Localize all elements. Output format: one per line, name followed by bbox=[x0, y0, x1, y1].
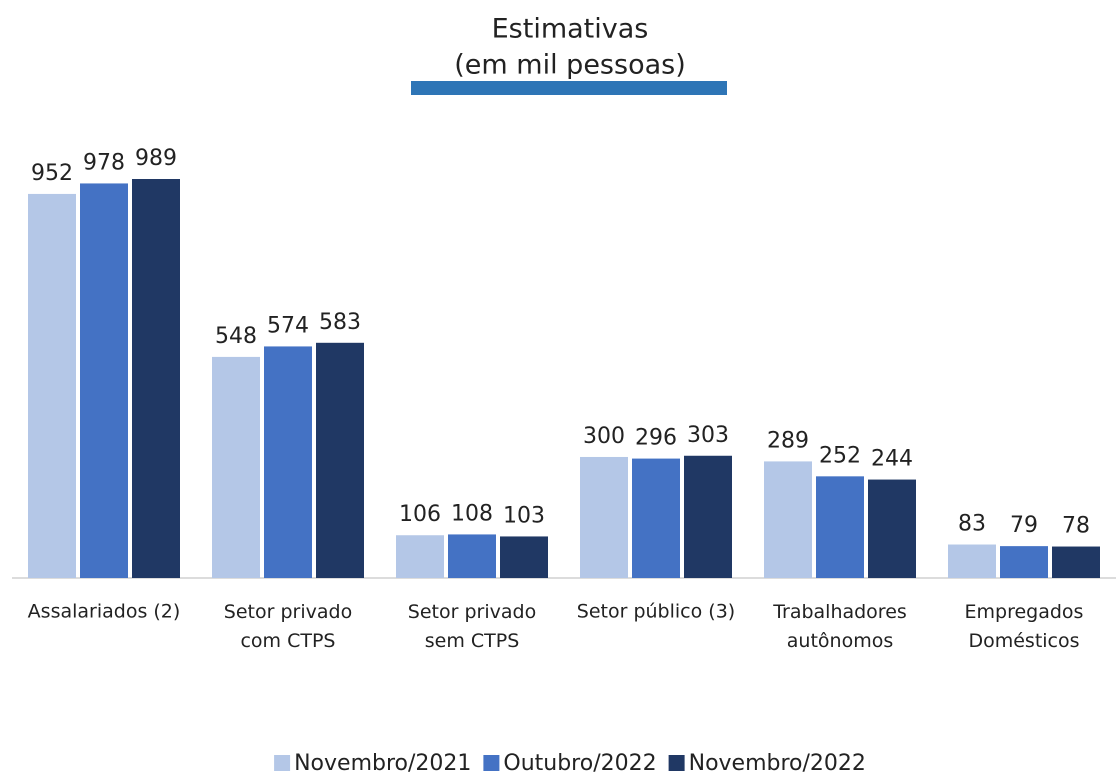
bar bbox=[632, 458, 680, 578]
bar bbox=[264, 346, 312, 578]
x-tick-label: Assalariados (2) bbox=[28, 601, 181, 623]
value-label: 79 bbox=[1010, 513, 1038, 538]
value-label: 78 bbox=[1062, 514, 1090, 539]
bar bbox=[212, 356, 260, 578]
value-label: 106 bbox=[399, 502, 441, 527]
value-label: 108 bbox=[451, 501, 493, 526]
bar bbox=[684, 455, 732, 578]
bar bbox=[500, 536, 548, 578]
value-label: 574 bbox=[267, 313, 309, 338]
bar bbox=[132, 179, 180, 578]
bar bbox=[1052, 546, 1100, 578]
bar bbox=[316, 342, 364, 578]
x-tick-label: Setor privado com CTPS bbox=[224, 601, 352, 652]
bar bbox=[764, 461, 812, 578]
legend-swatch bbox=[274, 755, 291, 771]
chart-title: Estimativas bbox=[492, 14, 649, 45]
legend-label: Outubro/2022 bbox=[503, 751, 656, 776]
x-tick-label: Setor privado sem CTPS bbox=[408, 601, 536, 652]
legend-swatch bbox=[483, 755, 500, 771]
chart-subtitle: (em mil pessoas) bbox=[454, 50, 685, 81]
x-tick-label: Setor público (3) bbox=[577, 601, 735, 623]
bar bbox=[28, 193, 76, 579]
value-label: 952 bbox=[31, 161, 73, 186]
bar bbox=[816, 476, 864, 578]
value-label: 252 bbox=[819, 443, 861, 468]
value-label: 548 bbox=[215, 324, 257, 349]
bar bbox=[948, 544, 996, 578]
value-label: 989 bbox=[135, 146, 177, 171]
x-tick-label: Trabalhadores autônomos bbox=[772, 601, 907, 652]
legend-label: Novembro/2022 bbox=[689, 751, 866, 776]
value-label: 978 bbox=[83, 150, 125, 175]
legend-label: Novembro/2021 bbox=[294, 751, 471, 776]
bar bbox=[1000, 546, 1048, 578]
value-label: 303 bbox=[687, 423, 729, 448]
legend-swatch bbox=[668, 755, 685, 771]
bar bbox=[868, 479, 916, 578]
title-underline bbox=[411, 81, 727, 95]
bar bbox=[448, 534, 496, 578]
bar bbox=[396, 535, 444, 578]
bar bbox=[80, 183, 128, 579]
value-label: 244 bbox=[871, 447, 913, 472]
value-label: 83 bbox=[958, 512, 986, 537]
value-label: 300 bbox=[583, 424, 625, 449]
value-label: 289 bbox=[767, 428, 809, 453]
value-label: 296 bbox=[635, 426, 677, 451]
bar bbox=[580, 456, 628, 578]
x-tick-label: Empregados Domésticos bbox=[965, 601, 1084, 652]
value-label: 583 bbox=[319, 310, 361, 335]
value-label: 103 bbox=[503, 503, 545, 528]
